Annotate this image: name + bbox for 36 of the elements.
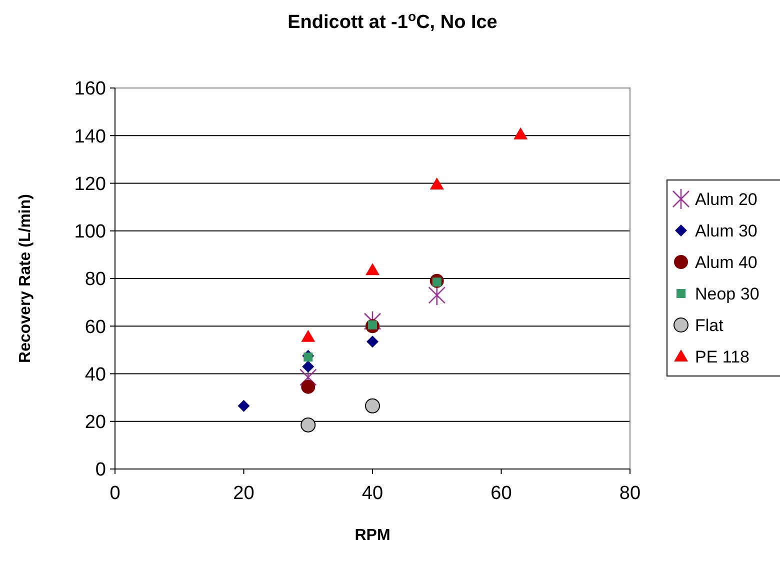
x-axis-title: RPM [354, 527, 390, 544]
x-tick-label: 0 [110, 483, 120, 504]
y-tick-label: 60 [84, 316, 106, 338]
point [304, 352, 313, 362]
y-tick-label: 40 [84, 364, 106, 386]
point [366, 263, 380, 276]
point [514, 127, 528, 140]
point [366, 336, 378, 348]
y-tick-label: 80 [84, 269, 106, 290]
x-tick-label: 80 [619, 483, 641, 504]
point [430, 177, 444, 190]
y-tick-label: 160 [74, 78, 106, 100]
legend-label: Alum 20 [695, 190, 758, 209]
y-axis-title: Recovery Rate (L/min) [17, 194, 34, 363]
point [302, 360, 314, 373]
legend-label: Alum 30 [695, 221, 758, 240]
legend-label: Alum 40 [695, 252, 758, 272]
y-tick-label: 0 [95, 460, 106, 481]
y-tick-label: 20 [84, 412, 106, 434]
chart-title: Endicott at -1$^{o}$C, No Ice [288, 8, 498, 33]
point [299, 366, 317, 388]
point [365, 398, 380, 414]
x-tick-label: 40 [362, 483, 384, 504]
point [428, 284, 446, 306]
y-tick-label: 120 [74, 174, 106, 195]
point [238, 400, 250, 412]
y-tick-label: 140 [74, 126, 106, 148]
point [301, 330, 316, 342]
legend-label: Neop 30 [695, 284, 760, 304]
y-tick-label: 100 [74, 222, 106, 243]
x-tick-label: 60 [490, 483, 512, 504]
point [301, 380, 316, 394]
legend-label: Flat [695, 316, 724, 335]
point [300, 417, 316, 432]
x-tick-label: 20 [233, 483, 254, 504]
legend-label: PE 118 [695, 347, 750, 366]
